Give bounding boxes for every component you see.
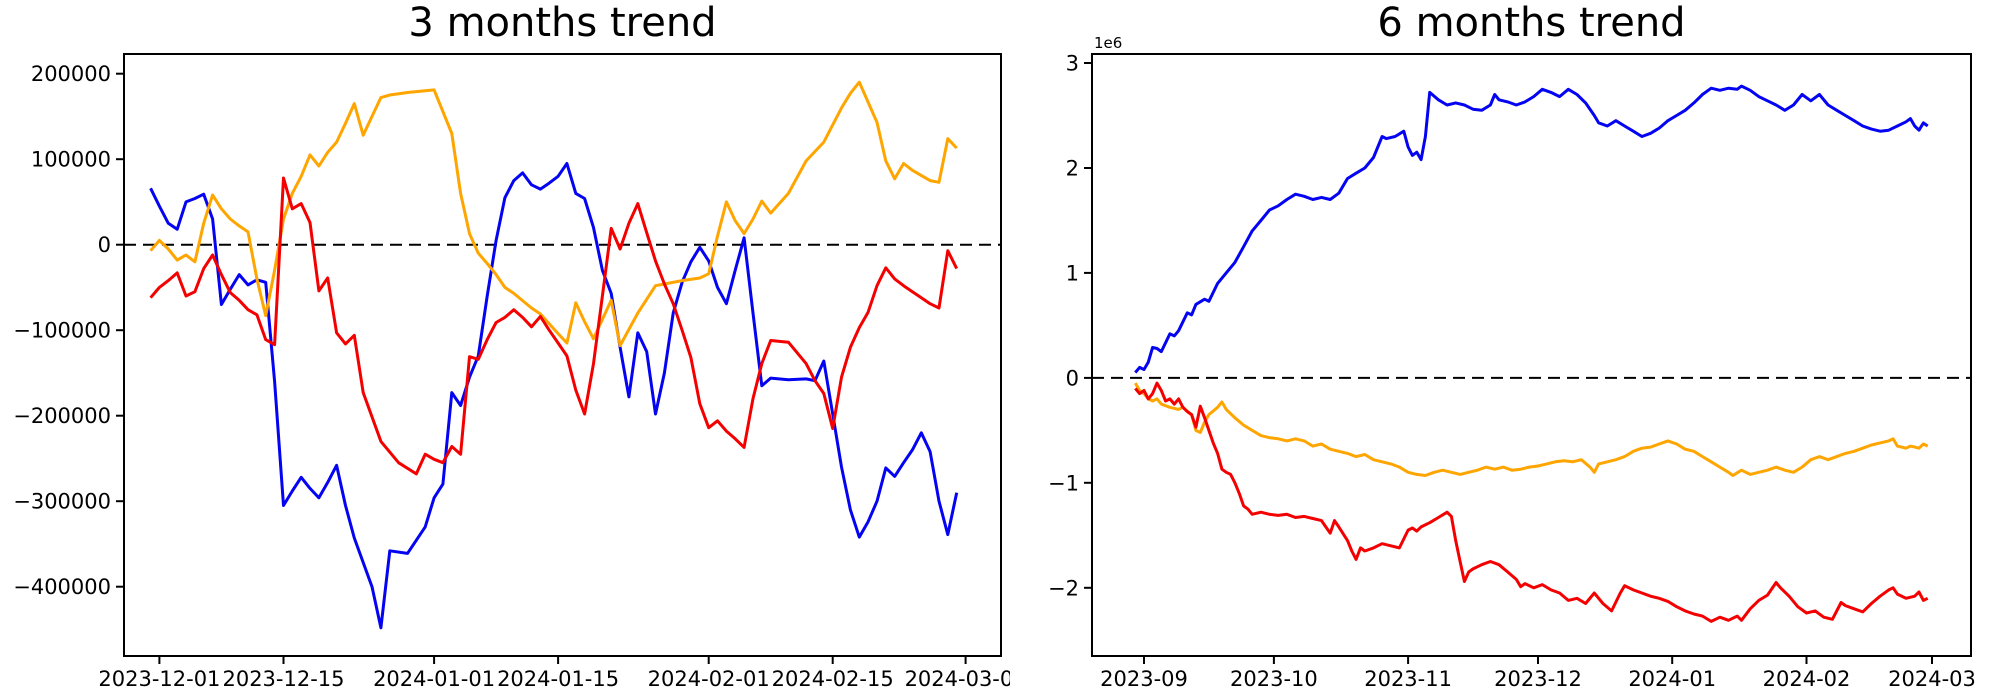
x-tick-label: 2024-02 [1763,667,1851,691]
x-tick-label: 2023-10 [1230,667,1318,691]
x-tick-label: 2023-09 [1100,667,1188,691]
y-tick-label: −1 [1048,471,1079,495]
blue-series-line [149,162,959,630]
y-tick-label: 2 [1066,157,1079,181]
plot-frame [123,53,1002,657]
right-chart-plot: 2023-09 2023-10 2023-11 2023-12 2024-01 2024-… [1048,34,1976,691]
y-tick-label: 0 [98,233,111,257]
y-tick-label: −400000 [13,575,111,599]
orange-series-line [149,80,958,348]
left-chart-title: 3 months trend [408,0,717,46]
red-series-line [149,176,959,476]
x-tick-label: 2024-02-15 [772,667,894,691]
y-tick-label: 3 [1066,52,1079,76]
x-tick-label: 2023-12-01 [98,667,220,691]
x-tick-label: 2024-01-01 [373,667,495,691]
y-tick-label: 0 [1066,366,1079,390]
y-tick-label: 200000 [31,62,111,86]
y-tick-label: −2 [1048,576,1079,600]
y-tick-label: −100000 [13,319,111,343]
orange-series-line [1134,382,1929,477]
left-chart-plot: 2023-12-01 2023-12-15 2024-01-01 2024-01-15… [13,53,1010,691]
y-tick-label: 1 [1066,261,1079,285]
x-tick-label: 2024-02-01 [648,667,770,691]
blue-series-line [1134,84,1929,374]
plot-frame [1091,53,1972,657]
x-tick-label: 2023-12-15 [222,667,344,691]
red-series-line [1134,381,1929,623]
x-tick-label: 2023-11 [1364,667,1452,691]
y-tick-label: 100000 [31,148,111,172]
x-tick-label: 2024-01 [1628,667,1716,691]
x-tick-label: 2024-01-15 [497,667,619,691]
y-tick-label: −300000 [13,490,111,514]
x-tick-label: 2024-03 [1888,667,1976,691]
x-tick-label: 2023-12 [1494,667,1582,691]
y-axis-offset-label: 1e6 [1094,34,1122,52]
y-tick-label: −200000 [13,404,111,428]
right-chart-title: 6 months trend [1377,0,1686,46]
x-tick-label: 2024-03-01 [905,667,1010,691]
